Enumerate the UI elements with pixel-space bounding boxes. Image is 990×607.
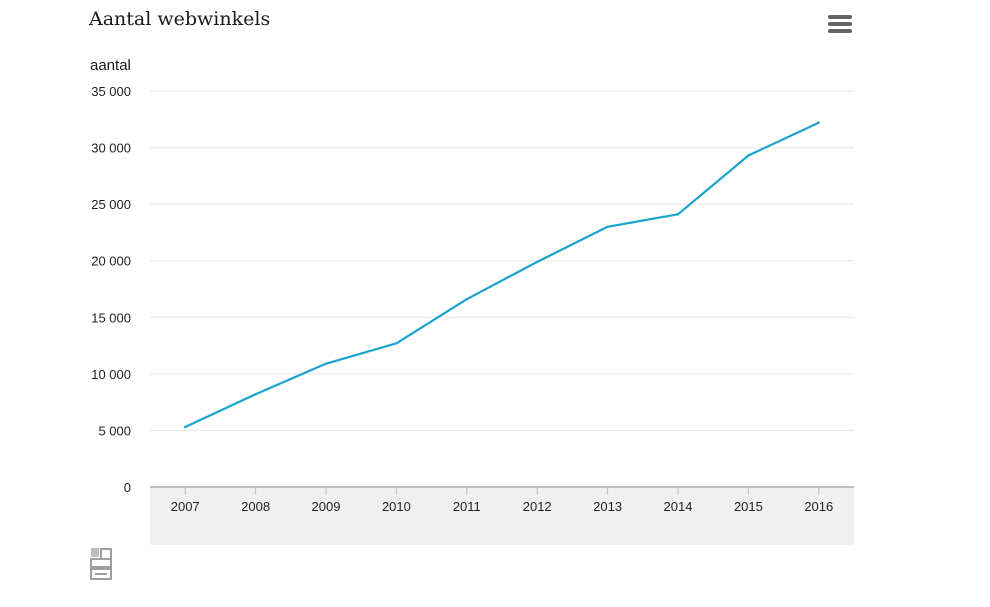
x-tick-label: 2009 [312,499,341,514]
y-tick-label: 15 000 [91,310,131,325]
series-lines [184,121,820,429]
data-point [254,393,257,396]
chart-title: Aantal webwinkels [89,8,271,30]
y-tick-label: 20 000 [91,254,131,269]
x-tick-label: 2014 [664,499,693,514]
x-tick-label: 2011 [453,499,481,514]
x-axis-ticks: 2007 2008 2009 2010 2011 2012 2013 2014 2015 2016 [171,487,833,514]
y-tick-label: 25 000 [91,197,131,212]
x-tick-label: 2012 [523,499,552,514]
series-line [184,121,820,429]
x-tick-label: 2007 [171,499,200,514]
y-axis-ticks: 0 5 000 10 000 15 000 20 000 25 000 30 000 35 0… [91,84,131,495]
gridlines [150,90,854,431]
data-point [536,260,539,264]
data-point [817,121,820,124]
y-tick-label: 30 000 [91,141,131,156]
y-tick-label: 10 000 [91,367,131,382]
x-tick-label: 2008 [241,499,270,514]
data-point [676,213,680,216]
x-tick-label: 2010 [382,499,411,514]
hamburger-menu-icon[interactable] [828,15,852,37]
data-point [324,362,328,365]
cbs-logo-icon [90,548,112,580]
data-point [606,225,609,228]
x-tick-label: 2015 [734,499,763,514]
y-tick-label: 5 000 [98,423,131,438]
x-axis-band [150,487,854,545]
y-tick-label: 35 000 [91,84,131,99]
data-point [465,297,468,301]
data-point [747,154,750,157]
x-tick-label: 2016 [804,499,833,514]
data-point [184,425,187,429]
x-tick-label: 2013 [593,499,622,514]
y-tick-label: 0 [124,480,131,495]
data-point [395,342,398,345]
y-axis-label: aantal [90,57,131,74]
